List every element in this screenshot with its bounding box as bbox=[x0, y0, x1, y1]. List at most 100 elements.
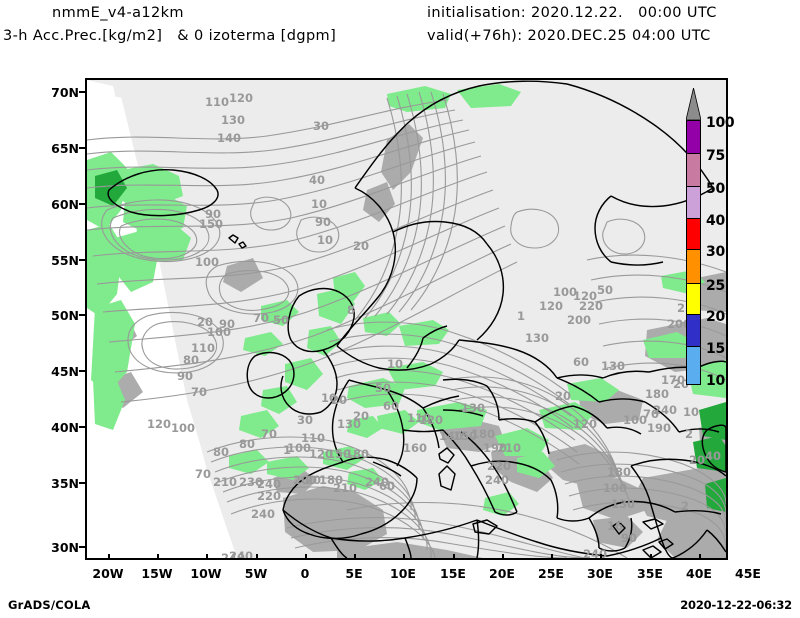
svg-text:120: 120 bbox=[229, 91, 253, 105]
svg-text:20: 20 bbox=[197, 315, 213, 329]
svg-text:80: 80 bbox=[213, 445, 229, 459]
svg-text:20: 20 bbox=[353, 239, 369, 253]
y-tick-label: 55N bbox=[51, 253, 79, 268]
colorbar-tick-label: 30 bbox=[706, 244, 725, 260]
svg-text:160: 160 bbox=[403, 441, 427, 455]
svg-text:200: 200 bbox=[667, 317, 691, 331]
x-tick-label: 15E bbox=[440, 566, 466, 581]
colorbar-segment-40-50[interactable] bbox=[686, 186, 701, 218]
x-tick-label: 0 bbox=[300, 566, 310, 581]
colorbar-segment-15-20[interactable] bbox=[686, 314, 701, 346]
svg-text:240: 240 bbox=[251, 507, 275, 521]
svg-text:120: 120 bbox=[539, 299, 563, 313]
colorbar-segment-50-75[interactable] bbox=[686, 153, 701, 186]
y-tick-label: 50N bbox=[51, 308, 79, 323]
colorbar-over-arrow bbox=[686, 88, 701, 120]
svg-text:130: 130 bbox=[601, 359, 625, 373]
colorbar-tick-label: 15 bbox=[706, 341, 725, 357]
colorbar-tick-label: 40 bbox=[706, 213, 725, 229]
svg-text:190: 190 bbox=[647, 421, 671, 435]
svg-text:70: 70 bbox=[253, 311, 269, 325]
svg-text:50: 50 bbox=[375, 381, 391, 395]
svg-text:190: 190 bbox=[483, 441, 507, 455]
svg-text:90: 90 bbox=[177, 369, 193, 383]
svg-text:30: 30 bbox=[313, 119, 329, 133]
footer-timestamp: 2020-12-22-06:32 bbox=[680, 598, 792, 612]
svg-text:180: 180 bbox=[645, 387, 669, 401]
y-tick-label: 30N bbox=[51, 540, 79, 555]
svg-text:80: 80 bbox=[183, 353, 199, 367]
colorbar-segment-30-40[interactable] bbox=[686, 218, 701, 249]
svg-text:100: 100 bbox=[171, 421, 195, 435]
colorbar[interactable] bbox=[686, 120, 701, 385]
svg-text:140: 140 bbox=[217, 131, 241, 145]
svg-text:110: 110 bbox=[301, 431, 325, 445]
model-name: nmmE_v4-a12km bbox=[52, 5, 184, 21]
x-tick-label: 5E bbox=[345, 566, 363, 581]
svg-text:240: 240 bbox=[229, 549, 253, 558]
svg-text:70: 70 bbox=[191, 385, 207, 399]
x-tick-label: 40E bbox=[686, 566, 712, 581]
svg-text:1: 1 bbox=[517, 309, 525, 323]
colorbar-segment-10-15[interactable] bbox=[686, 346, 701, 385]
svg-text:30: 30 bbox=[297, 413, 313, 427]
svg-text:10: 10 bbox=[387, 357, 403, 371]
x-tick-label: 30E bbox=[587, 566, 613, 581]
y-tick-label: 60N bbox=[51, 197, 79, 212]
y-tick-label: 65N bbox=[51, 141, 79, 156]
svg-text:100: 100 bbox=[553, 285, 577, 299]
field-description: 3-h Acc.Prec.[kg/m2] & 0 izoterma [dgpm] bbox=[3, 28, 337, 44]
svg-text:210: 210 bbox=[213, 475, 237, 489]
x-tick-label: 35E bbox=[637, 566, 663, 581]
svg-text:110: 110 bbox=[205, 95, 229, 109]
svg-text:170: 170 bbox=[661, 373, 685, 387]
y-tick-label: 35N bbox=[51, 476, 79, 491]
svg-text:240: 240 bbox=[257, 477, 281, 491]
valid-time: valid(+76h): 2020.DEC.25 04:00 UTC bbox=[427, 28, 711, 44]
svg-text:90: 90 bbox=[621, 531, 637, 545]
svg-text:130: 130 bbox=[611, 497, 635, 511]
svg-text:220: 220 bbox=[487, 459, 511, 473]
svg-text:180: 180 bbox=[607, 465, 631, 479]
svg-text:240: 240 bbox=[653, 403, 677, 417]
svg-text:130: 130 bbox=[221, 113, 245, 127]
y-tick-label: 45N bbox=[51, 364, 79, 379]
svg-text:10: 10 bbox=[317, 233, 333, 247]
x-tick-label: 25E bbox=[538, 566, 564, 581]
svg-text:1: 1 bbox=[283, 443, 291, 457]
svg-text:130: 130 bbox=[525, 331, 549, 345]
svg-text:90: 90 bbox=[315, 215, 331, 229]
colorbar-tick-label: 100 bbox=[706, 115, 735, 131]
initialisation-time: initialisation: 2020.12.22. 00:00 UTC bbox=[427, 5, 717, 21]
x-tick-label: 10E bbox=[390, 566, 416, 581]
chart-header: nmmE_v4-a12km 3-h Acc.Prec.[kg/m2] & 0 i… bbox=[0, 0, 800, 56]
svg-text:210: 210 bbox=[333, 481, 357, 495]
colorbar-tick-label: 20 bbox=[706, 309, 725, 325]
x-tick-label: 10W bbox=[190, 566, 222, 581]
svg-text:20: 20 bbox=[689, 453, 705, 467]
svg-text:100: 100 bbox=[207, 325, 231, 339]
colorbar-segment-20-25[interactable] bbox=[686, 283, 701, 314]
svg-text:20: 20 bbox=[555, 389, 571, 403]
svg-text:150: 150 bbox=[327, 447, 351, 461]
colorbar-segment-75-100[interactable] bbox=[686, 120, 701, 153]
colorbar-tick-label: 25 bbox=[706, 278, 725, 294]
svg-text:10: 10 bbox=[321, 391, 337, 405]
svg-text:230: 230 bbox=[239, 475, 263, 489]
x-tick-label: 20W bbox=[92, 566, 124, 581]
svg-text:10: 10 bbox=[683, 405, 699, 419]
svg-text:70: 70 bbox=[195, 467, 211, 481]
svg-text:60: 60 bbox=[383, 399, 399, 413]
colorbar-segment-25-30[interactable] bbox=[686, 249, 701, 283]
svg-text:2: 2 bbox=[685, 427, 693, 441]
y-tick-label: 70N bbox=[51, 85, 79, 100]
svg-text:220: 220 bbox=[579, 299, 603, 313]
svg-text:110: 110 bbox=[407, 411, 431, 425]
svg-text:16: 16 bbox=[607, 519, 623, 533]
svg-text:150: 150 bbox=[453, 429, 477, 443]
svg-text:210: 210 bbox=[497, 441, 521, 455]
precipitation-fill bbox=[87, 84, 726, 516]
svg-text:70: 70 bbox=[261, 427, 277, 441]
